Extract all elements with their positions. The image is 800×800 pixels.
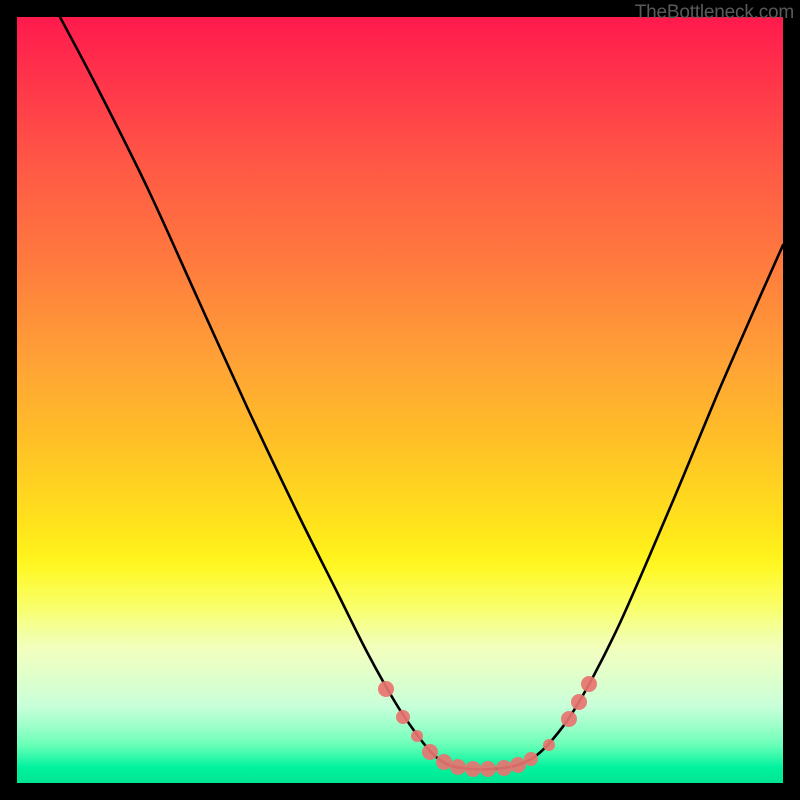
marker-dot	[378, 681, 394, 697]
marker-dot	[561, 711, 577, 727]
chart-plot-area	[17, 17, 783, 783]
marker-dot	[571, 694, 587, 710]
marker-dot	[581, 676, 597, 692]
marker-dot	[465, 761, 481, 777]
marker-dot	[524, 752, 538, 766]
marker-dot	[480, 761, 496, 777]
marker-dot	[422, 744, 438, 760]
marker-dot	[450, 759, 466, 775]
marker-dot	[510, 757, 526, 773]
marker-dot	[411, 730, 423, 742]
marker-dot	[496, 760, 512, 776]
bottleneck-curve	[60, 17, 783, 769]
curve-layer	[17, 17, 783, 783]
watermark-text: TheBottleneck.com	[635, 2, 794, 24]
marker-dot	[543, 739, 555, 751]
marker-dot	[396, 710, 410, 724]
marker-dot	[436, 754, 452, 770]
